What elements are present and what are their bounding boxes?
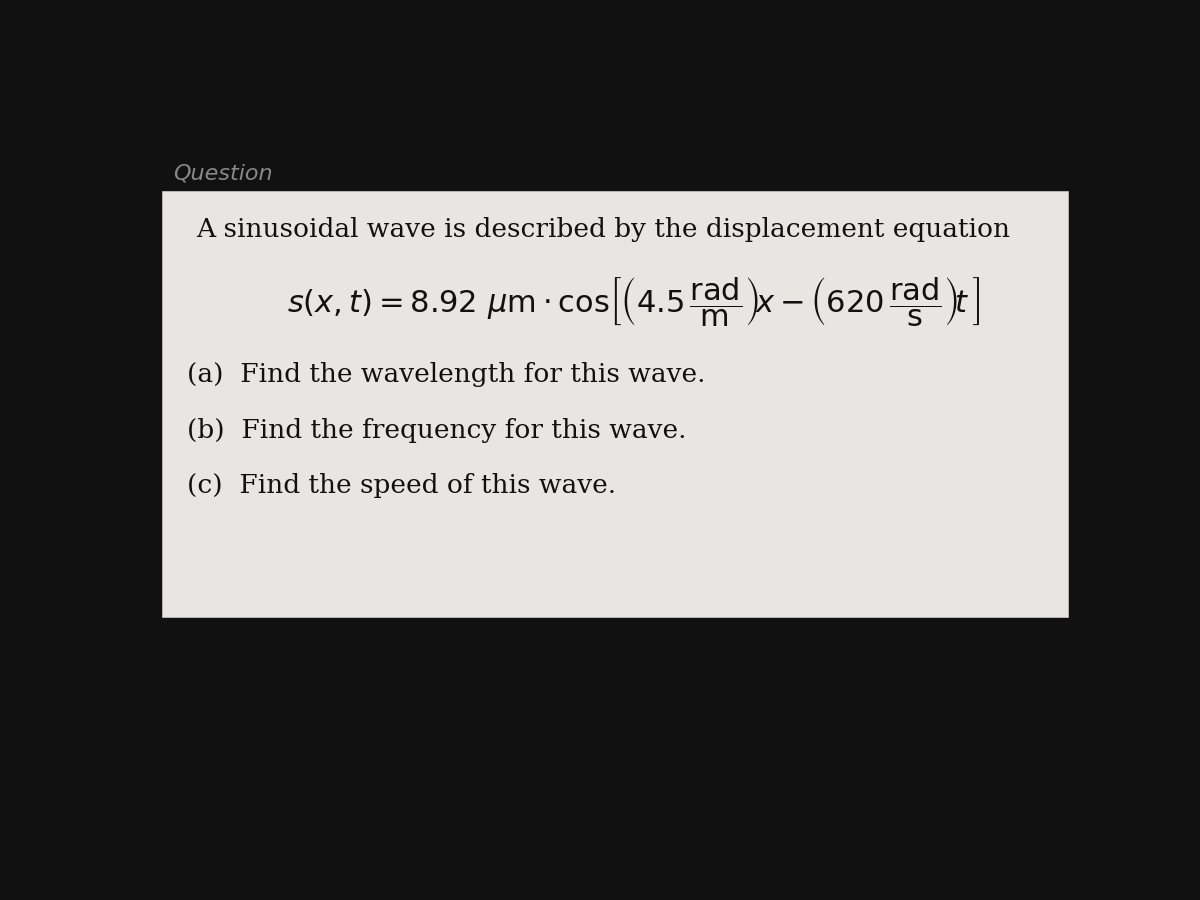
Text: (c)  Find the speed of this wave.: (c) Find the speed of this wave. [187,473,617,499]
FancyBboxPatch shape [162,191,1068,617]
Text: $s(x, t) = 8.92\ \mu\mathrm{m} \cdot \mathrm{cos}\left[\left(4.5\,\dfrac{\mathrm: $s(x, t) = 8.92\ \mu\mathrm{m} \cdot \ma… [287,275,980,328]
Text: A sinusoidal wave is described by the displacement equation: A sinusoidal wave is described by the di… [197,217,1010,242]
Text: Question: Question [173,164,272,184]
Text: (b)  Find the frequency for this wave.: (b) Find the frequency for this wave. [187,418,686,443]
Text: (a)  Find the wavelength for this wave.: (a) Find the wavelength for this wave. [187,363,706,387]
